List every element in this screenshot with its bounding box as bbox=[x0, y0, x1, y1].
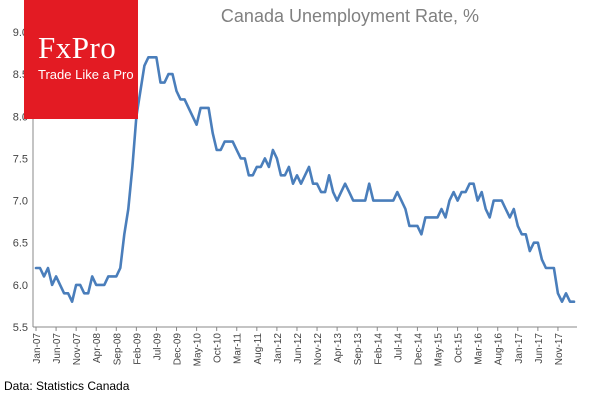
x-tick-label: Apr-08 bbox=[92, 333, 103, 363]
chart-title: Canada Unemployment Rate, % bbox=[220, 6, 480, 26]
fxpro-logo: FxPro Trade Like a Pro bbox=[24, 0, 138, 119]
x-tick-label: Jul-14 bbox=[393, 333, 404, 361]
x-tick-label: Jan-17 bbox=[514, 333, 525, 364]
x-tick-label: May-15 bbox=[433, 333, 444, 367]
x-tick-label: Oct-15 bbox=[454, 333, 465, 363]
x-tick-label: Dec-09 bbox=[173, 333, 184, 366]
x-tick-label: Dec-14 bbox=[413, 333, 424, 366]
x-tick-label: Apr-13 bbox=[333, 333, 344, 363]
logo-wordmark: FxPro bbox=[38, 30, 117, 65]
x-tick-label: Feb-14 bbox=[373, 333, 384, 365]
x-tick-label: Mar-16 bbox=[474, 333, 485, 365]
x-tick-label: Jul-09 bbox=[152, 333, 163, 361]
y-tick-label: 5.5 bbox=[13, 322, 28, 334]
x-tick-label: Sep-08 bbox=[112, 333, 123, 366]
y-tick-label: 7.0 bbox=[13, 196, 28, 208]
y-tick-label: 6.5 bbox=[13, 238, 28, 250]
x-tick-label: Aug-16 bbox=[494, 333, 505, 366]
x-tick-label: Jun-17 bbox=[534, 333, 545, 364]
x-tick-label: Sep-13 bbox=[353, 333, 364, 366]
x-tick-label: Jan-12 bbox=[273, 333, 284, 364]
source-note: Data: Statistics Canada bbox=[4, 379, 130, 393]
y-tick-label: 7.5 bbox=[13, 153, 28, 165]
x-tick-label: Jun-07 bbox=[52, 333, 63, 364]
x-tick-label: Feb-09 bbox=[132, 333, 143, 365]
series-group bbox=[34, 55, 576, 304]
x-tick-label: Mar-11 bbox=[233, 333, 244, 364]
x-tick-label: Nov-07 bbox=[72, 333, 83, 366]
logo-tagline: Trade Like a Pro bbox=[38, 67, 134, 82]
x-tick-label: Jun-12 bbox=[293, 333, 304, 364]
x-tick-label: Aug-11 bbox=[253, 333, 264, 365]
x-tick-label: May-10 bbox=[193, 333, 204, 367]
unemployment-rate-line bbox=[34, 55, 576, 304]
x-tick-label: Nov-17 bbox=[554, 333, 565, 366]
x-tick-label: Nov-12 bbox=[313, 333, 324, 366]
x-axis: Jan-07 Jun-07 Nov-07 Apr-08 Sep-08 Feb-09 Jul-… bbox=[32, 326, 577, 367]
x-tick-label: Jan-07 bbox=[32, 333, 43, 364]
y-tick-label: 6.0 bbox=[13, 280, 28, 292]
x-tick-label: Oct-10 bbox=[213, 333, 224, 363]
